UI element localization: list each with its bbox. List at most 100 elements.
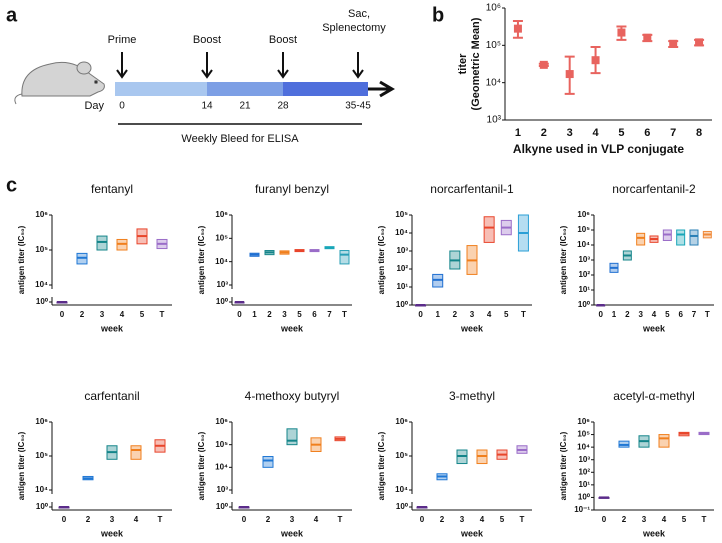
y-tick-label: 10⁵ [35, 245, 48, 254]
day-tick: 35-45 [345, 101, 371, 112]
y-tick-label: 10³ [578, 255, 590, 264]
y-axis-label: antigen titer (IC₅₀) [377, 431, 386, 500]
y-tick-label: 10⁻¹ [574, 505, 590, 514]
x-tick-label: 5 [682, 515, 687, 524]
x-axis-label: week [100, 528, 124, 538]
x-tick-label: T [338, 515, 343, 524]
y-tick-label: 10⁶ [486, 3, 501, 14]
chart-title: norcarfentanil-1 [430, 182, 514, 196]
y-tick-label: 10² [578, 467, 590, 476]
y-tick-label: 10³ [578, 455, 590, 464]
bleed-label: Weekly Bleed for ELISA [181, 133, 299, 145]
y-axis-label: antigen titer (IC₅₀) [197, 431, 206, 500]
y-tick-label: 10⁴ [35, 280, 48, 289]
x-axis-label: week [642, 528, 666, 538]
box [689, 229, 699, 246]
y-tick-label: 10⁴ [486, 77, 501, 88]
x-tick-label: T [520, 515, 525, 524]
timeline-segment [207, 82, 283, 96]
y-tick-label: 10⁵ [486, 40, 501, 51]
chart-title: 3-methyl [449, 389, 495, 403]
panel-label: a [6, 4, 18, 26]
box [658, 434, 670, 448]
mean-marker [591, 56, 600, 65]
x-tick-label: 7 [327, 310, 332, 319]
chart-title: norcarfentanil-2 [612, 182, 696, 196]
x-tick-label: T [158, 515, 163, 524]
timeline-arrow [368, 80, 395, 98]
y-tick-label: 10⁰ [578, 300, 591, 309]
x-tick-label: 2 [453, 310, 458, 319]
x-tick-label: 3 [567, 127, 573, 139]
y-tick-label: 10¹ [396, 282, 408, 291]
x-tick-label: 3 [290, 515, 295, 524]
x-tick-label: 5 [140, 310, 145, 319]
x-tick-label: T [342, 310, 347, 319]
chart-title: furanyl benzyl [255, 182, 329, 196]
y-axis-label: (Geometric Mean) [470, 17, 482, 110]
event-label: Splenectomy [322, 22, 386, 34]
x-axis-label: week [280, 528, 304, 538]
y-tick-label: 10⁶ [215, 417, 228, 426]
x-axis-label: week [100, 323, 124, 333]
y-axis-label: titer [457, 53, 469, 75]
x-tick-label: 1 [252, 310, 257, 319]
mean-marker [617, 28, 626, 37]
x-tick-label: 6 [678, 310, 683, 319]
y-tick-label: 10⁶ [35, 417, 48, 426]
box [96, 235, 108, 251]
y-tick-label: 10⁰ [36, 297, 49, 306]
x-tick-label: 4 [662, 515, 667, 524]
day-tick: 14 [201, 101, 213, 112]
x-tick-label: 3 [100, 310, 105, 319]
x-tick-label: 2 [541, 127, 547, 139]
y-tick-label: 10⁵ [215, 440, 228, 449]
box [286, 428, 298, 446]
chart-title: fentanyl [91, 182, 133, 196]
x-axis-label: Alkyne used in VLP conjugate [513, 142, 684, 156]
mean-marker [565, 70, 574, 79]
x-tick-label: T [521, 310, 526, 319]
mouse-illustration [14, 61, 105, 105]
y-tick-label: 10² [396, 264, 408, 273]
y-tick-label: 10⁶ [35, 210, 48, 219]
y-axis-label: antigen titer (IC₅₀) [17, 225, 26, 294]
y-tick-label: 10⁴ [35, 485, 48, 494]
x-tick-label: 2 [440, 515, 445, 524]
event-label: Boost [193, 34, 221, 46]
y-tick-label: 10³ [487, 115, 502, 126]
event-label: Boost [269, 34, 297, 46]
x-tick-label: 4 [120, 310, 125, 319]
y-axis-label: antigen titer (IC₅₀) [377, 225, 386, 294]
y-tick-label: 10⁰ [216, 502, 229, 511]
y-axis-label: antigen titer (IC₅₀) [559, 431, 568, 500]
chart-title: 4-methoxy butyryl [245, 389, 340, 403]
x-tick-label: 3 [638, 310, 643, 319]
x-tick-label: 0 [418, 310, 423, 319]
x-tick-label: 0 [237, 310, 242, 319]
panel-label: c [6, 174, 17, 196]
panel-label: b [432, 4, 444, 26]
x-tick-label: 6 [312, 310, 317, 319]
event-arrows [116, 52, 364, 79]
x-axis-label: week [460, 323, 484, 333]
x-tick-label: T [160, 310, 165, 319]
y-tick-label: 10⁰ [578, 493, 591, 502]
timeline-segment [115, 82, 207, 96]
x-axis-label: week [280, 323, 304, 333]
x-axis-label: week [460, 528, 484, 538]
y-tick-label: 10⁴ [577, 442, 590, 451]
x-tick-label: 5 [665, 310, 670, 319]
x-tick-label: 1 [612, 310, 617, 319]
x-tick-label: 6 [644, 127, 650, 139]
y-tick-label: 10³ [396, 246, 408, 255]
x-tick-label: 2 [622, 515, 627, 524]
y-tick-label: 10⁶ [395, 417, 408, 426]
x-tick-label: 5 [504, 310, 509, 319]
x-tick-label: 7 [692, 310, 697, 319]
timeline-segment [283, 82, 368, 96]
x-axis-label: week [642, 323, 666, 333]
x-tick-label: 2 [625, 310, 630, 319]
x-tick-label: 5 [618, 127, 624, 139]
